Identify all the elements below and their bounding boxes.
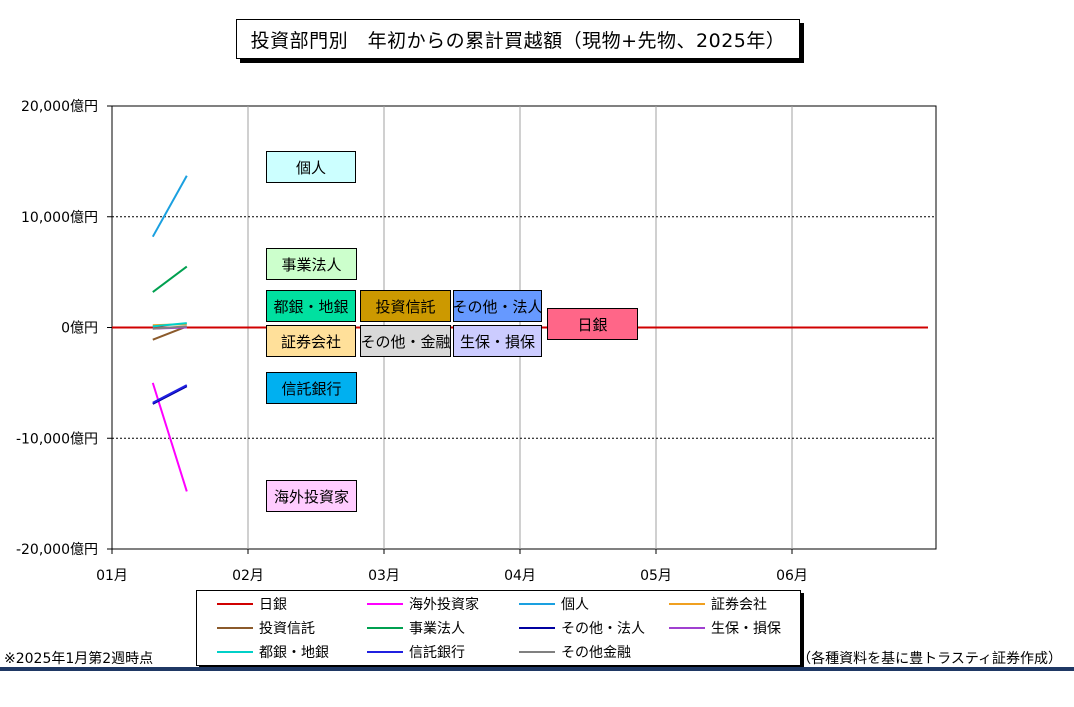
bottom-rule	[0, 667, 1074, 671]
legend-item: 投資信託	[217, 617, 315, 639]
legend-label: 生保・損保	[711, 621, 781, 637]
y-tick-label: -20,000億円	[16, 542, 98, 558]
y-tick-label: 0億円	[61, 321, 98, 337]
legend-label: 証券会社	[711, 597, 767, 613]
annotation-label: 証券会社	[266, 325, 356, 357]
y-tick-label: 20,000億円	[21, 99, 98, 115]
legend-item: その他金融	[519, 641, 631, 663]
legend-swatch	[519, 627, 555, 629]
annotation-label: 個人	[266, 151, 356, 183]
legend: 日銀 海外投資家 個人 証券会社投資信託 事業法人 その他・法人 生保・損保都銀・地銀 信託銀…	[196, 590, 801, 666]
legend-swatch	[669, 627, 705, 629]
legend-swatch	[217, 627, 253, 629]
x-tick-label: 02月	[232, 568, 264, 584]
annotation-label: 生保・損保	[453, 325, 542, 357]
source-note: （各種資料を基に豊トラスティ証券作成）	[797, 651, 1062, 667]
legend-swatch	[367, 627, 403, 629]
legend-swatch	[367, 603, 403, 605]
legend-item: 生保・損保	[669, 617, 781, 639]
legend-label: その他金融	[561, 645, 631, 661]
annotation-label: 海外投資家	[266, 480, 357, 512]
legend-item: 海外投資家	[367, 593, 479, 615]
legend-swatch	[519, 603, 555, 605]
legend-label: 事業法人	[409, 621, 465, 637]
footnote: ※2025年1月第2週時点	[4, 651, 154, 667]
legend-label: その他・法人	[561, 621, 645, 637]
annotation-label: 信託銀行	[266, 372, 357, 404]
annotation-label: 日銀	[547, 308, 638, 340]
legend-item: 事業法人	[367, 617, 465, 639]
annotation-label: その他・法人	[453, 290, 543, 322]
chart-title: 投資部門別 年初からの累計買越額（現物+先物、2025年）	[236, 19, 800, 59]
series-line-その他金融	[152, 325, 187, 330]
legend-label: 海外投資家	[409, 597, 479, 613]
legend-item: 証券会社	[669, 593, 767, 615]
x-tick-label: 01月	[96, 568, 128, 584]
y-tick-label: 10,000億円	[21, 210, 98, 226]
legend-label: 日銀	[259, 597, 287, 613]
legend-item: 都銀・地銀	[217, 641, 329, 663]
x-tick-label: 04月	[504, 568, 536, 584]
annotation-label: 投資信託	[360, 290, 451, 322]
legend-label: 信託銀行	[409, 645, 465, 661]
legend-label: 個人	[561, 597, 589, 613]
legend-swatch	[367, 651, 403, 653]
x-tick-label: 06月	[776, 568, 808, 584]
legend-item: 個人	[519, 593, 589, 615]
series-line-事業法人	[152, 265, 188, 293]
series-line-信託銀行	[152, 384, 188, 404]
legend-swatch	[217, 651, 253, 653]
series-line-個人	[151, 175, 188, 238]
x-tick-label: 03月	[368, 568, 400, 584]
y-tick-label: -10,000億円	[16, 431, 98, 447]
annotation-label: その他・金融	[360, 325, 451, 357]
legend-swatch	[669, 603, 705, 605]
annotation-label: 事業法人	[266, 248, 357, 280]
legend-item: 日銀	[217, 593, 287, 615]
series-line-都銀・地銀	[152, 322, 187, 328]
legend-swatch	[217, 603, 253, 605]
legend-swatch	[519, 651, 555, 653]
legend-item: その他・法人	[519, 617, 645, 639]
x-tick-label: 05月	[640, 568, 672, 584]
legend-item: 信託銀行	[367, 641, 465, 663]
legend-label: 都銀・地銀	[259, 645, 329, 661]
legend-label: 投資信託	[259, 621, 315, 637]
annotation-label: 都銀・地銀	[266, 290, 356, 322]
